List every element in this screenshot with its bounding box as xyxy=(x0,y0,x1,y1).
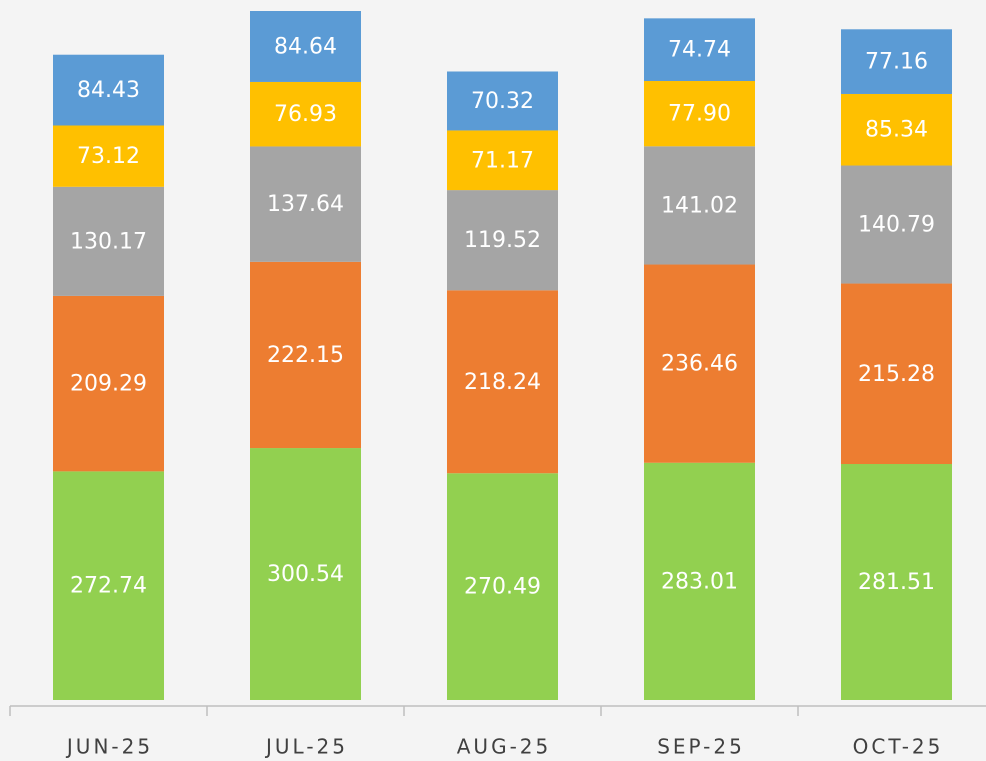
bar-segment xyxy=(53,186,164,296)
data-label: 222.15 xyxy=(267,343,344,368)
data-label: 270.49 xyxy=(464,575,541,600)
x-tick-label: AUG-25 xyxy=(457,735,551,759)
bar-segment xyxy=(644,462,755,700)
data-label: 85.34 xyxy=(865,118,928,143)
bar-segment xyxy=(53,471,164,700)
data-label: 283.01 xyxy=(661,569,738,594)
bar-segment xyxy=(841,283,952,465)
bar-segment xyxy=(250,146,361,262)
data-label: 300.54 xyxy=(267,562,344,587)
bar-segment xyxy=(447,290,558,474)
bar-segment xyxy=(644,18,755,82)
bar-segment xyxy=(644,81,755,147)
bar-segment xyxy=(53,54,164,126)
data-label: 73.12 xyxy=(77,144,140,169)
bar-segment xyxy=(250,11,361,82)
data-label: 70.32 xyxy=(471,89,534,114)
data-label: 71.17 xyxy=(471,148,534,173)
x-tick-label: SEP-25 xyxy=(657,735,745,759)
bar-segment xyxy=(841,93,952,166)
data-label: 236.46 xyxy=(661,352,738,377)
bar-segment xyxy=(447,130,558,191)
data-label: 281.51 xyxy=(858,570,935,595)
x-tick-label: JUN-25 xyxy=(65,735,153,759)
bar-segment xyxy=(250,448,361,700)
x-tick-label: OCT-25 xyxy=(853,735,944,759)
data-label: 84.43 xyxy=(77,78,140,103)
data-label: 84.64 xyxy=(274,34,337,59)
bar-segment xyxy=(447,190,558,291)
bar-segment xyxy=(250,261,361,449)
data-label: 272.74 xyxy=(70,574,147,599)
bar-segment xyxy=(841,464,952,700)
data-label: 141.02 xyxy=(661,193,738,218)
bar-segment xyxy=(447,473,558,700)
data-label: 130.17 xyxy=(70,229,147,254)
data-label: 215.28 xyxy=(858,362,935,387)
data-label: 137.64 xyxy=(267,192,344,217)
bar-segment xyxy=(841,165,952,284)
data-label: 140.79 xyxy=(858,213,935,238)
data-label: 119.52 xyxy=(464,228,541,253)
bar-segment xyxy=(644,264,755,463)
bar-segment xyxy=(250,81,361,147)
bar-segment xyxy=(644,146,755,265)
bar-segment xyxy=(447,71,558,131)
data-label: 76.93 xyxy=(274,102,337,127)
data-label: 74.74 xyxy=(668,38,731,63)
data-label: 77.16 xyxy=(865,50,928,75)
bar-segment xyxy=(841,29,952,94)
data-label: 77.90 xyxy=(668,102,731,127)
data-label: 218.24 xyxy=(464,370,541,395)
data-label: 209.29 xyxy=(70,372,147,397)
bar-segment xyxy=(53,125,164,187)
bar-segment xyxy=(53,295,164,472)
x-tick-label: JUL-25 xyxy=(264,735,348,759)
